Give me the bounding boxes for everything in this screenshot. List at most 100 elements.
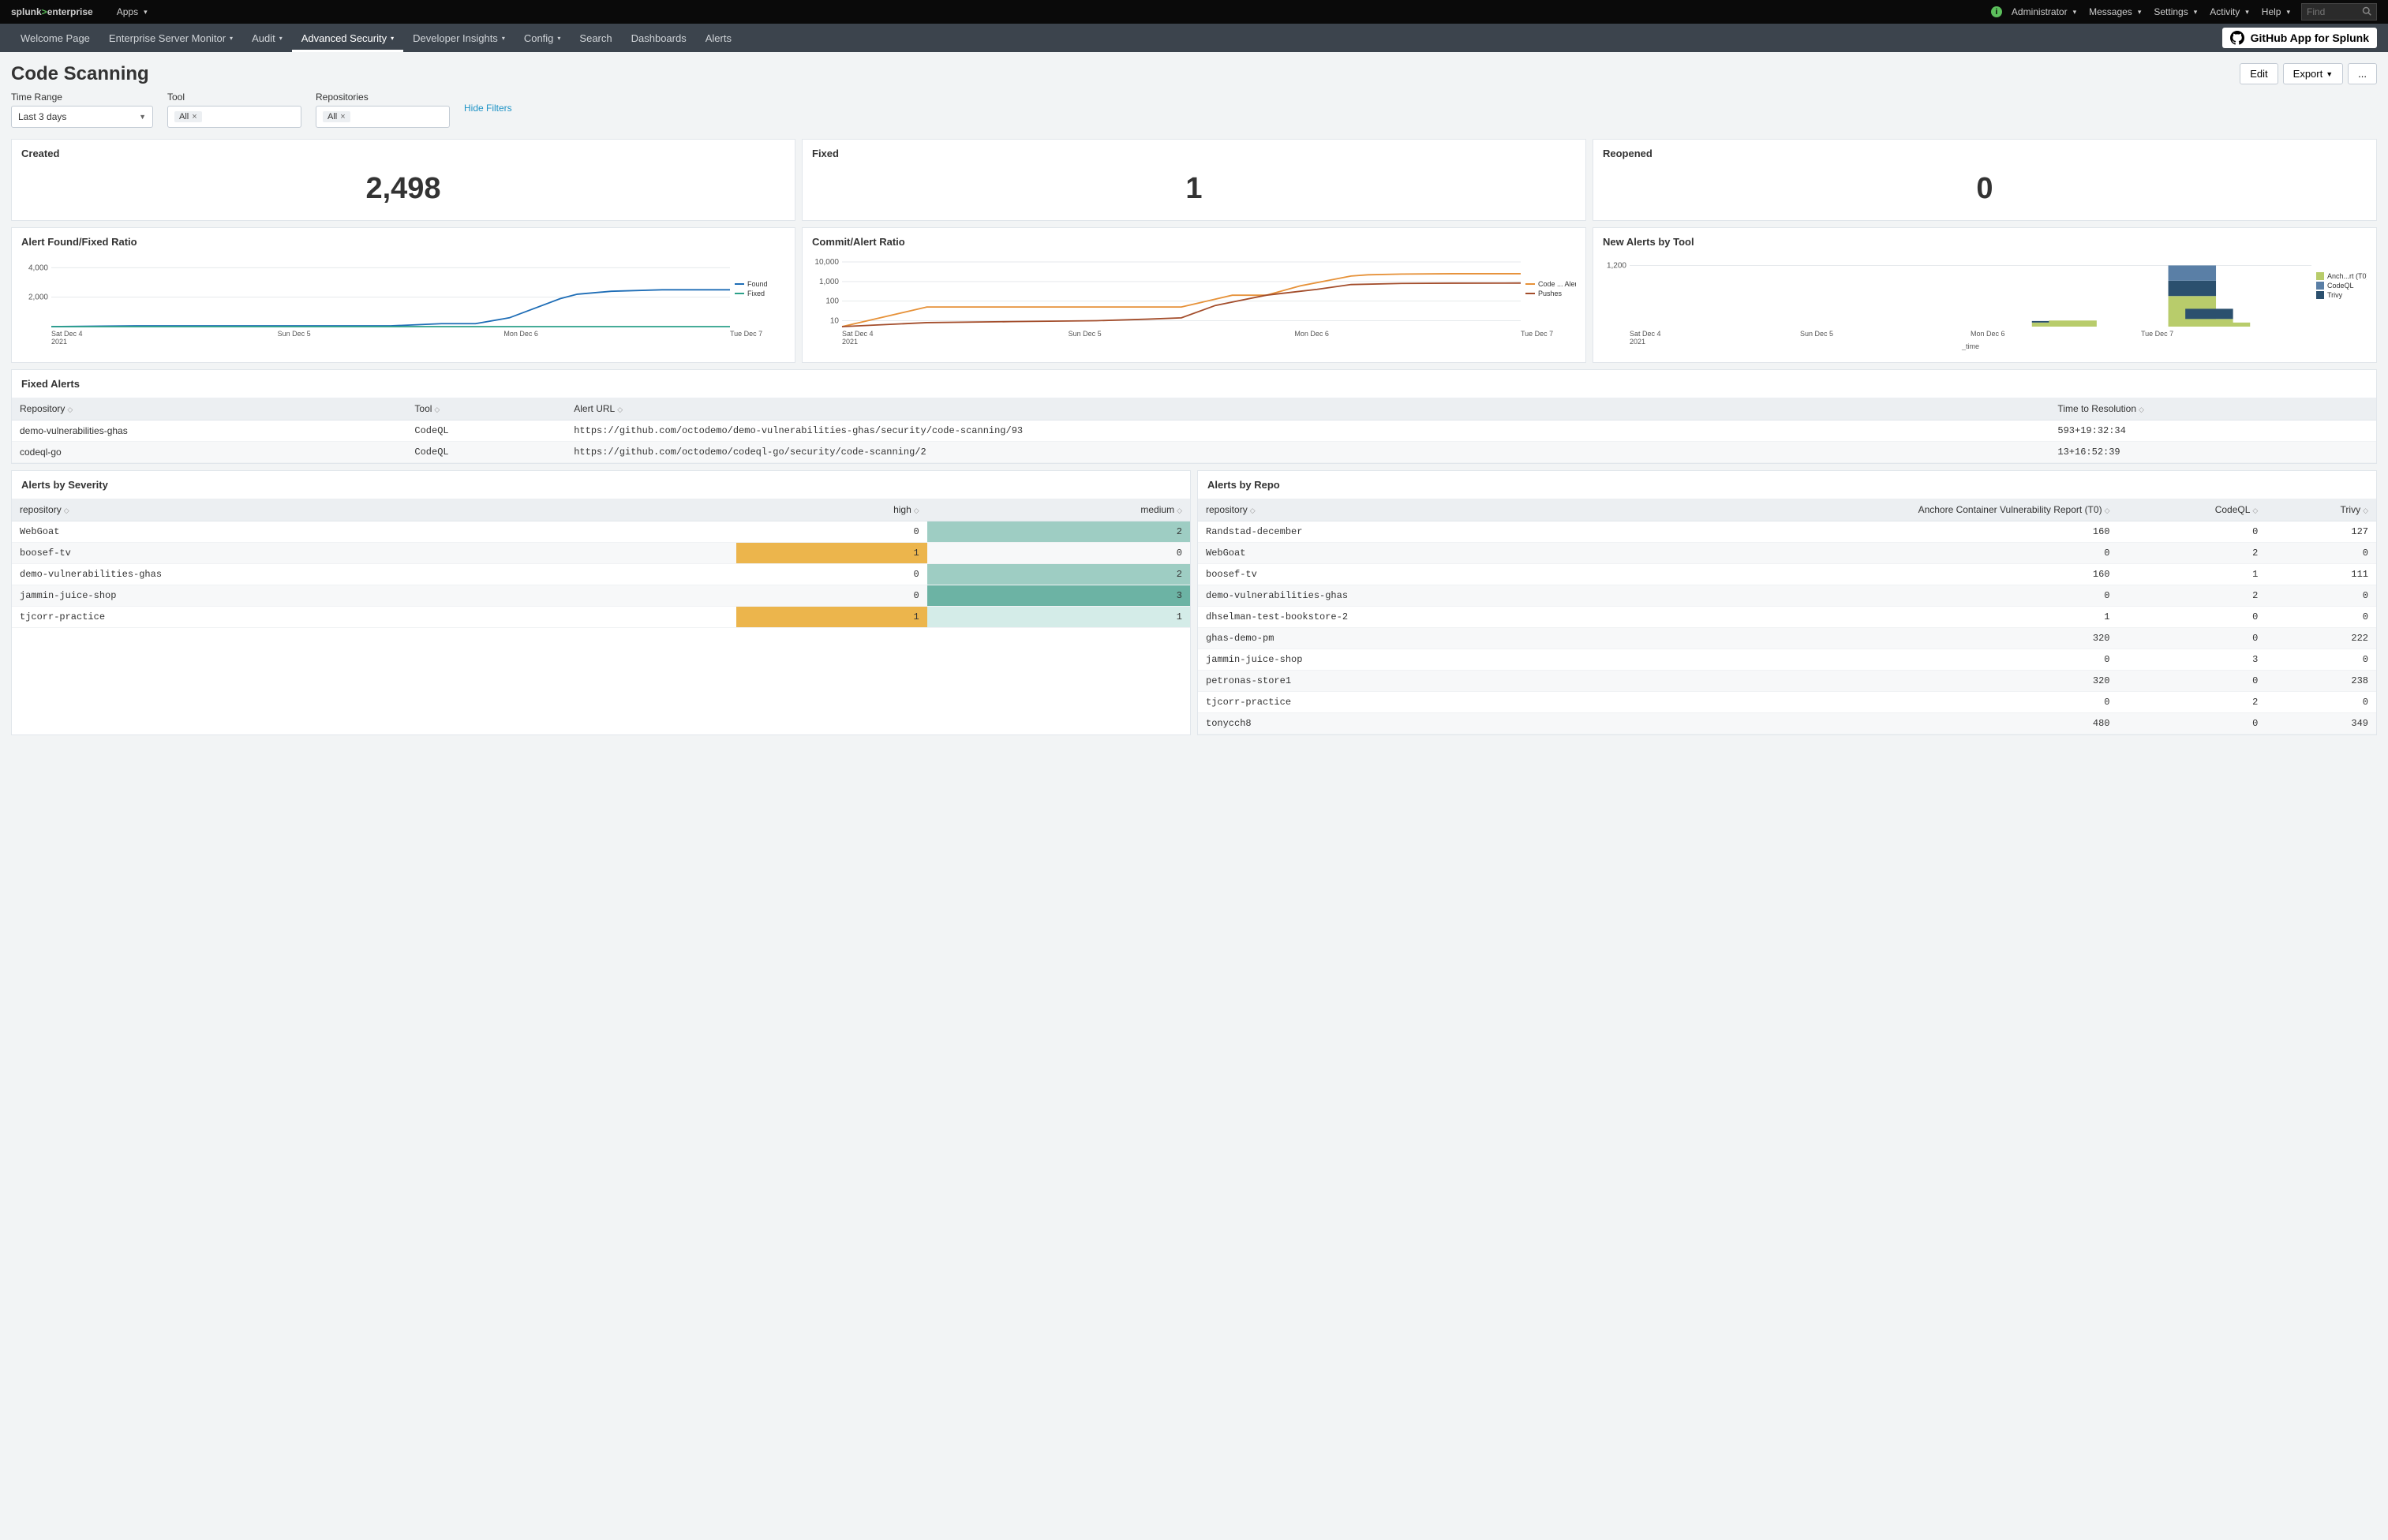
- nav-developer-insights[interactable]: Developer Insights: [403, 24, 515, 52]
- table-row[interactable]: demo-vulnerabilities-ghasCodeQLhttps://g…: [12, 421, 2376, 442]
- cell: tjcorr-practice: [12, 607, 736, 628]
- cell: boosef-tv: [1198, 564, 1596, 585]
- filters-row: Time Range Last 3 days ▼ Tool All× Repos…: [11, 92, 2377, 128]
- tool-clear-icon[interactable]: ×: [192, 112, 197, 121]
- commit-chart-panel: Commit/Alert Ratio 101001,00010,000Sat D…: [802, 227, 1586, 363]
- table-row[interactable]: boosef-tv10: [12, 543, 1190, 564]
- svg-text:Mon Dec 6: Mon Dec 6: [1294, 330, 1329, 338]
- export-button[interactable]: Export▼: [2283, 63, 2344, 84]
- table-row[interactable]: demo-vulnerabilities-ghas020: [1198, 585, 2376, 607]
- cell: jammin-juice-shop: [1198, 649, 1596, 671]
- search-icon[interactable]: [2357, 6, 2376, 18]
- table-row[interactable]: ghas-demo-pm3200222: [1198, 628, 2376, 649]
- find-input[interactable]: [2302, 6, 2357, 17]
- repos-value: All: [328, 112, 337, 121]
- table-row[interactable]: codeql-goCodeQLhttps://github.com/octode…: [12, 442, 2376, 463]
- nav-dashboards[interactable]: Dashboards: [622, 24, 696, 52]
- table-row[interactable]: WebGoat020: [1198, 543, 2376, 564]
- svg-text:Tue Dec 7: Tue Dec 7: [730, 330, 762, 338]
- table-row[interactable]: WebGoat02: [12, 521, 1190, 543]
- nav-config[interactable]: Config: [515, 24, 571, 52]
- help-menu[interactable]: Help: [2255, 6, 2296, 17]
- cell: 0: [2117, 671, 2266, 692]
- find-box[interactable]: [2301, 3, 2377, 21]
- fixed-value: 1: [803, 167, 1585, 220]
- reopened-panel: Reopened 0: [1593, 139, 2377, 221]
- activity-menu[interactable]: Activity: [2203, 6, 2255, 17]
- repos-clear-icon[interactable]: ×: [340, 112, 345, 121]
- sev-col-2[interactable]: medium◇: [927, 499, 1190, 521]
- cell: 0: [2266, 543, 2376, 564]
- github-icon: [2230, 31, 2244, 45]
- ratio-chart-title: Alert Found/Fixed Ratio: [12, 228, 795, 256]
- table-row[interactable]: boosef-tv1601111: [1198, 564, 2376, 585]
- tool-value: All: [179, 112, 189, 121]
- time-range-select[interactable]: Last 3 days ▼: [11, 106, 153, 128]
- table-row[interactable]: jammin-juice-shop030: [1198, 649, 2376, 671]
- table-row[interactable]: Randstad-december1600127: [1198, 521, 2376, 543]
- more-button[interactable]: ...: [2348, 63, 2377, 84]
- repo-col-1[interactable]: Anchore Container Vulnerability Report (…: [1596, 499, 2118, 521]
- tool-chart-title: New Alerts by Tool: [1593, 228, 2376, 256]
- fa-col-0[interactable]: Repository◇: [12, 398, 406, 421]
- repo-col-2[interactable]: CodeQL◇: [2117, 499, 2266, 521]
- activity-label: Activity: [2210, 6, 2240, 17]
- info-icon[interactable]: i: [1991, 6, 2002, 17]
- repo-col-3[interactable]: Trivy◇: [2266, 499, 2376, 521]
- time-range-filter: Time Range Last 3 days ▼: [11, 92, 153, 128]
- table-row[interactable]: tjcorr-practice11: [12, 607, 1190, 628]
- apps-menu[interactable]: Apps: [110, 6, 154, 17]
- svg-text:Sun Dec 5: Sun Dec 5: [1800, 330, 1833, 338]
- fa-col-2[interactable]: Alert URL◇: [566, 398, 2049, 421]
- cell: 3: [927, 585, 1190, 607]
- github-app-badge[interactable]: GitHub App for Splunk: [2222, 28, 2377, 48]
- table-row[interactable]: jammin-juice-shop03: [12, 585, 1190, 607]
- admin-menu[interactable]: Administrator: [2005, 6, 2083, 17]
- cell: WebGoat: [12, 521, 736, 543]
- table-row[interactable]: dhselman-test-bookstore-2100: [1198, 607, 2376, 628]
- cell: 3: [2117, 649, 2266, 671]
- nav-welcome-page[interactable]: Welcome Page: [11, 24, 99, 52]
- settings-menu[interactable]: Settings: [2147, 6, 2203, 17]
- nav-advanced-security[interactable]: Advanced Security: [292, 24, 403, 52]
- nav-search[interactable]: Search: [570, 24, 621, 52]
- tool-select[interactable]: All×: [167, 106, 301, 128]
- table-row[interactable]: demo-vulnerabilities-ghas02: [12, 564, 1190, 585]
- repos-select[interactable]: All×: [316, 106, 450, 128]
- table-row[interactable]: tjcorr-practice020: [1198, 692, 2376, 713]
- cell: 0: [736, 564, 926, 585]
- repo-col-0[interactable]: repository◇: [1198, 499, 1596, 521]
- svg-text:Sun Dec 5: Sun Dec 5: [278, 330, 311, 338]
- svg-text:Fixed: Fixed: [747, 290, 765, 297]
- table-row[interactable]: petronas-store13200238: [1198, 671, 2376, 692]
- page-header: Code Scanning Edit Export▼ ...: [11, 63, 2377, 85]
- table-row[interactable]: tonycch84800349: [1198, 713, 2376, 734]
- cell: 0: [2117, 713, 2266, 734]
- messages-menu[interactable]: Messages: [2083, 6, 2147, 17]
- fa-col-1[interactable]: Tool◇: [406, 398, 566, 421]
- brand-b: enterprise: [47, 6, 93, 17]
- nav-alerts[interactable]: Alerts: [696, 24, 741, 52]
- messages-label: Messages: [2089, 6, 2132, 17]
- cell: 0: [2117, 628, 2266, 649]
- hide-filters-link[interactable]: Hide Filters: [464, 103, 512, 117]
- sev-col-0[interactable]: repository◇: [12, 499, 736, 521]
- nav-audit[interactable]: Audit: [242, 24, 292, 52]
- cell: 1: [2117, 564, 2266, 585]
- edit-button[interactable]: Edit: [2240, 63, 2278, 84]
- cell: 2: [2117, 692, 2266, 713]
- svg-text:4,000: 4,000: [28, 264, 48, 272]
- cell: 1: [736, 543, 926, 564]
- cell: 0: [927, 543, 1190, 564]
- cell: 0: [1596, 649, 2118, 671]
- svg-text:2021: 2021: [51, 338, 67, 346]
- fixed-panel: Fixed 1: [802, 139, 1586, 221]
- cell: 127: [2266, 521, 2376, 543]
- cell: 0: [1596, 585, 2118, 607]
- cell: dhselman-test-bookstore-2: [1198, 607, 1596, 628]
- fa-col-3[interactable]: Time to Resolution◇: [2049, 398, 2376, 421]
- cell: 160: [1596, 564, 2118, 585]
- sev-col-1[interactable]: high◇: [736, 499, 926, 521]
- nav-enterprise-server-monitor[interactable]: Enterprise Server Monitor: [99, 24, 242, 52]
- cell: CodeQL: [406, 442, 566, 463]
